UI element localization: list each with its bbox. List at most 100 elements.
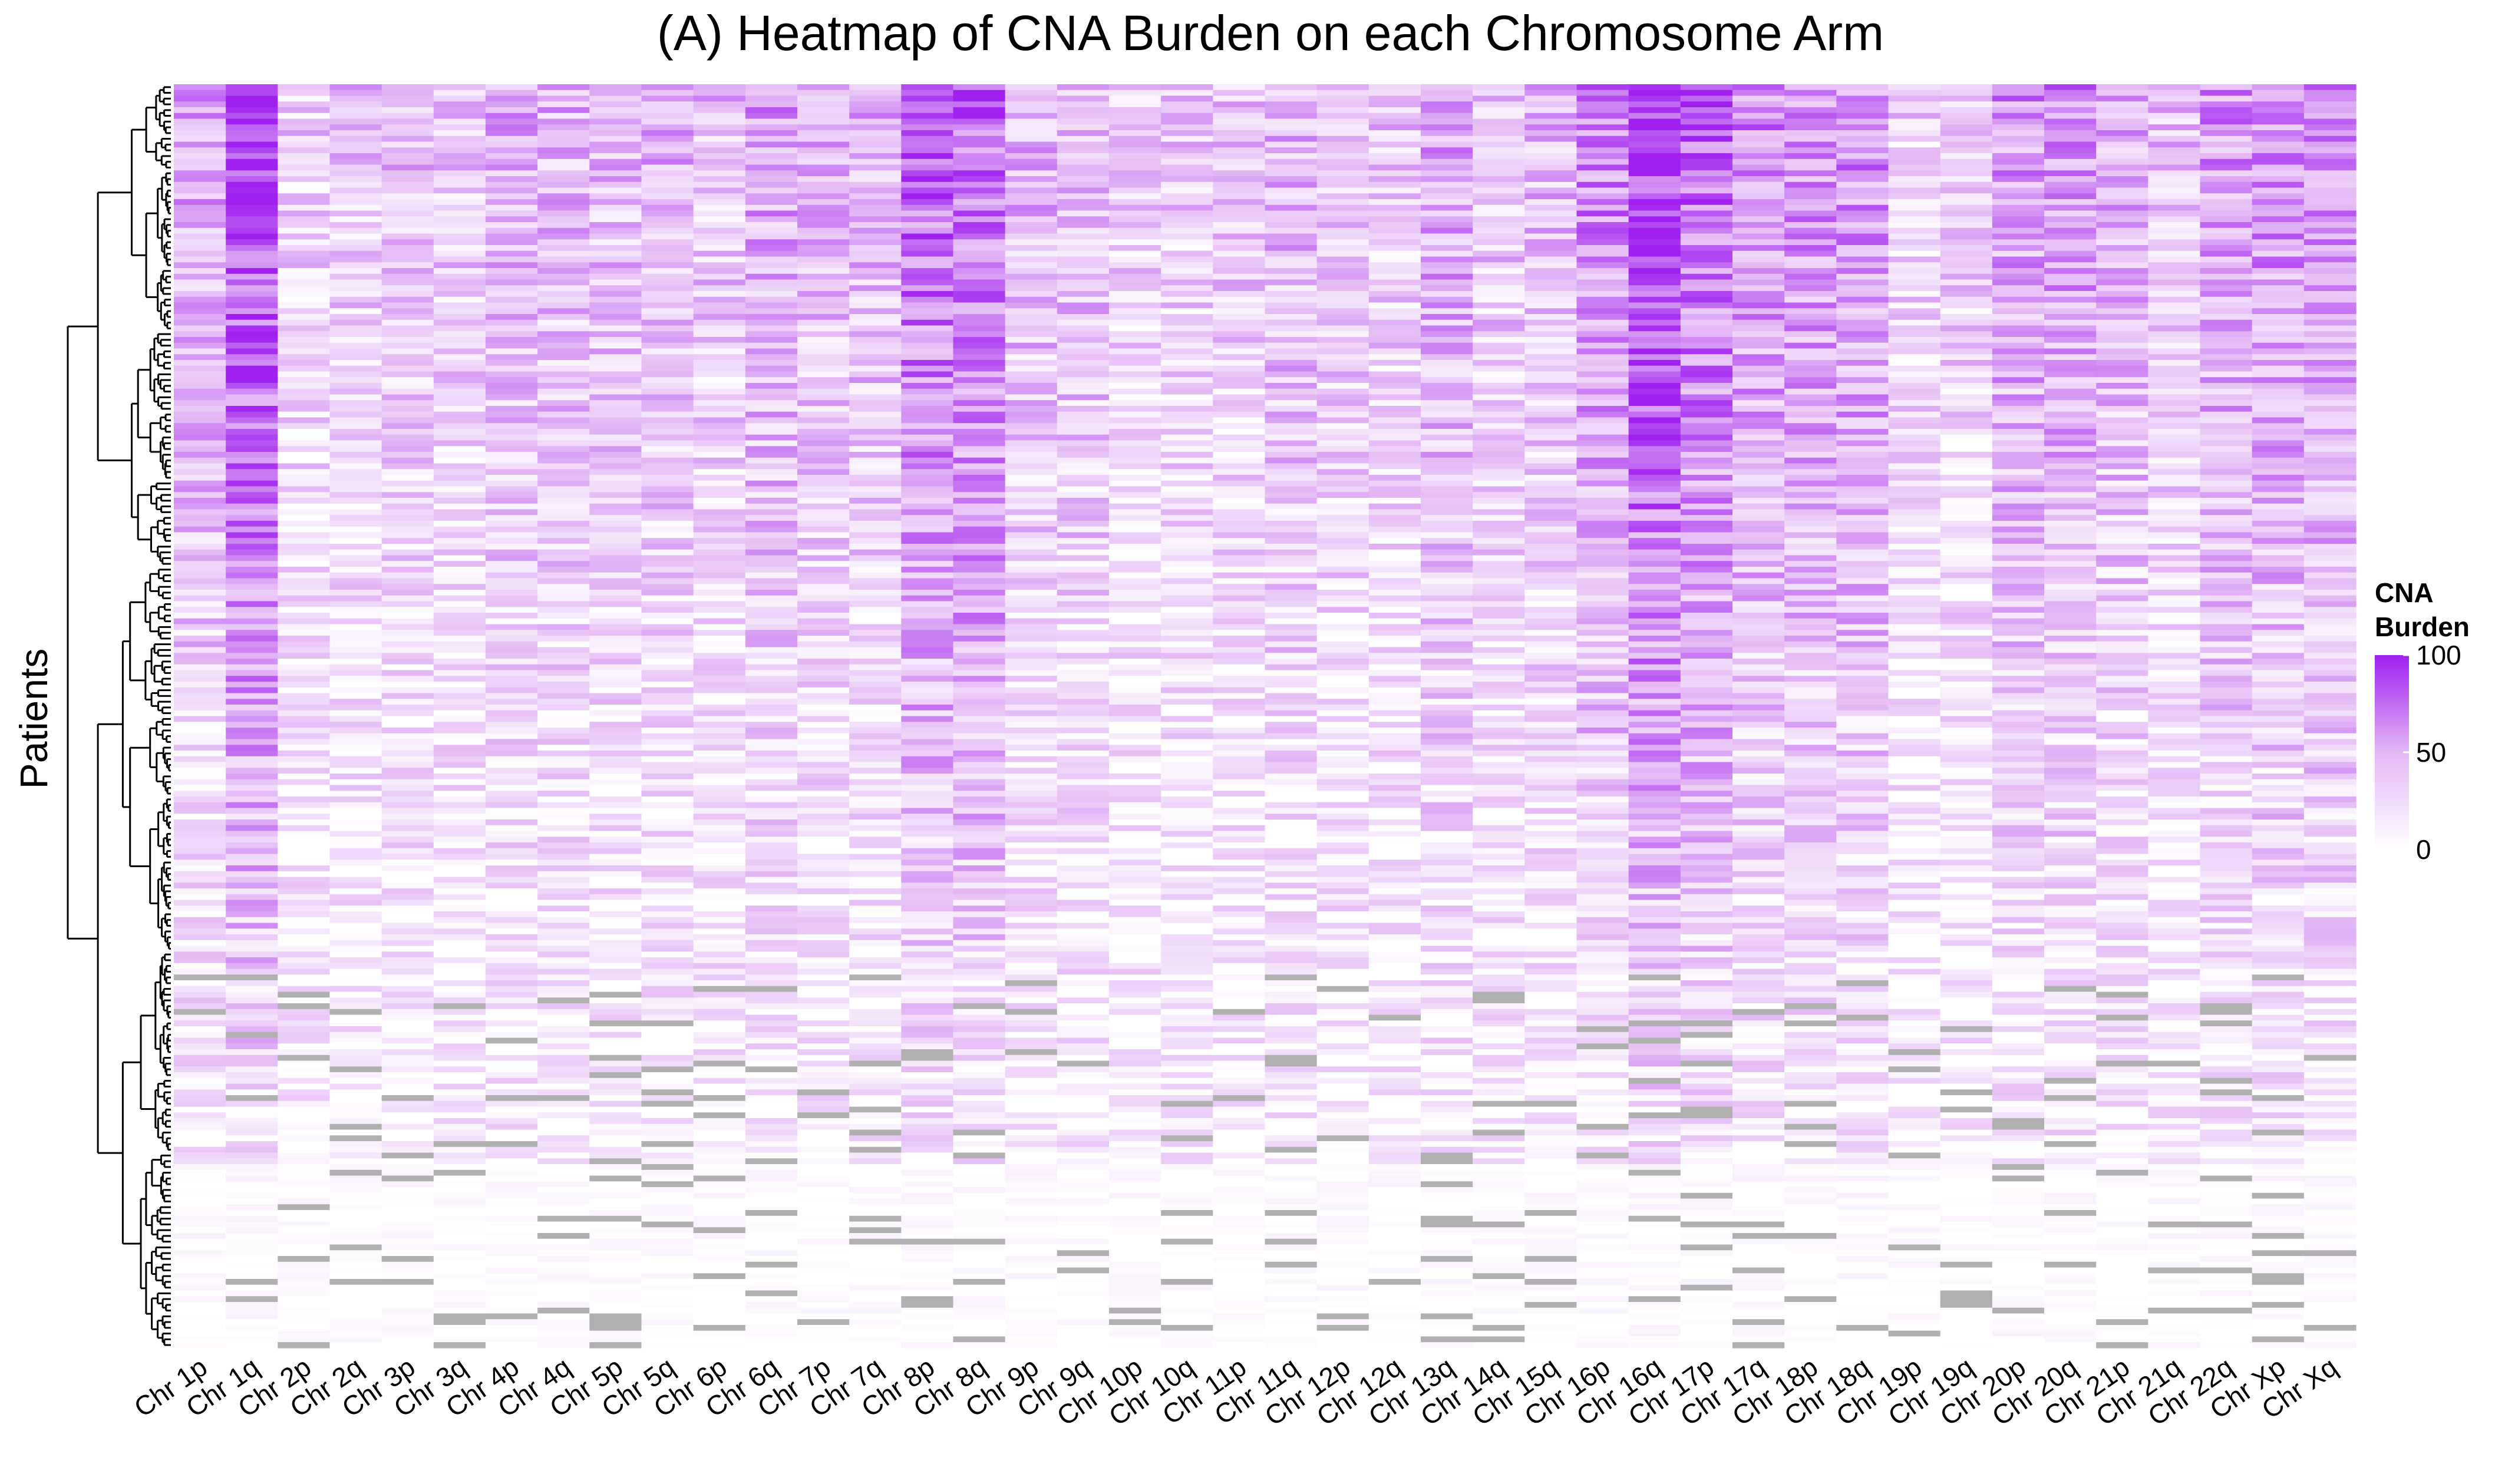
heatmap-cell [2044, 130, 2097, 137]
heatmap-cell [1836, 113, 1889, 120]
heatmap-cell [174, 302, 226, 309]
heatmap-cell [693, 475, 746, 481]
heatmap-cell [1368, 446, 1421, 452]
heatmap-cell [1473, 204, 1525, 211]
heatmap-cell [381, 572, 434, 579]
heatmap-cell [745, 595, 798, 602]
heatmap-cell [2200, 400, 2253, 406]
heatmap-cell [1524, 101, 1577, 108]
heatmap-cell [2148, 354, 2201, 361]
heatmap-cell [1057, 135, 1110, 143]
heatmap-cell [2200, 595, 2253, 602]
heatmap-cell [849, 164, 902, 171]
heatmap-cell [381, 526, 434, 533]
heatmap-cell [901, 607, 954, 613]
heatmap-cell [1888, 434, 1941, 441]
heatmap-cell [486, 302, 538, 309]
heatmap-cell [1940, 181, 1993, 189]
heatmap-cell [641, 538, 694, 544]
heatmap-cell [329, 641, 382, 648]
heatmap-cell [2044, 187, 2097, 194]
heatmap-cell [693, 423, 746, 429]
heatmap-cell [1109, 544, 1161, 550]
heatmap-cell [1421, 584, 1473, 590]
heatmap-cell [1836, 308, 1889, 315]
heatmap-cell [849, 118, 902, 125]
heatmap-cell [2252, 457, 2305, 464]
heatmap-cell [1732, 647, 1785, 653]
heatmap-cell [537, 107, 590, 114]
heatmap-cell [2044, 377, 2097, 384]
heatmap-cell [2303, 325, 2357, 332]
heatmap-cell [174, 164, 226, 171]
heatmap-cell [2252, 578, 2305, 584]
heatmap-cell [2303, 268, 2357, 275]
heatmap-cell [329, 90, 382, 97]
heatmap-cell [1732, 452, 1785, 458]
heatmap-cell [2252, 296, 2305, 303]
heatmap-cell [1888, 388, 1941, 395]
heatmap-cell [2303, 245, 2357, 252]
heatmap-cell [1057, 429, 1110, 435]
heatmap-cell [797, 636, 850, 642]
heatmap-cell [953, 325, 1006, 332]
heatmap-cell [1940, 291, 1993, 298]
heatmap-cell [641, 170, 694, 177]
heatmap-cell [1940, 118, 1993, 125]
heatmap-cell [486, 567, 538, 573]
heatmap-cell [1732, 331, 1785, 338]
heatmap-cell [953, 584, 1006, 590]
heatmap-cell [901, 158, 954, 166]
heatmap-cell [1940, 348, 1993, 355]
heatmap-cell [486, 446, 538, 452]
heatmap-cell [1524, 383, 1577, 389]
heatmap-cell [381, 498, 434, 504]
heatmap-cell [1265, 423, 1318, 429]
heatmap-cell [641, 204, 694, 211]
heatmap-cell [1836, 469, 1889, 475]
heatmap-cell [693, 216, 746, 223]
heatmap-cell [174, 90, 226, 97]
heatmap-cell [901, 141, 954, 148]
heatmap-cell [1680, 268, 1733, 275]
heatmap-cell [849, 624, 902, 630]
heatmap-cell [1628, 164, 1681, 171]
heatmap-cell [174, 337, 226, 343]
heatmap-cell [641, 595, 694, 602]
heatmap-cell [433, 239, 486, 246]
heatmap-cell [1836, 411, 1889, 418]
heatmap-cell [1940, 204, 1993, 211]
heatmap-cell [1784, 567, 1837, 573]
heatmap-cell [1576, 113, 1629, 120]
heatmap-cell [226, 348, 278, 355]
heatmap-cell [1057, 624, 1110, 630]
heatmap-cell [1213, 273, 1266, 280]
heatmap-cell [2044, 607, 2097, 613]
heatmap-cell [1836, 659, 1889, 665]
heatmap-cell [1680, 463, 1733, 470]
heatmap-cell [1992, 118, 2045, 125]
heatmap-cell [537, 181, 590, 189]
heatmap-cell [2148, 210, 2201, 217]
heatmap-cell [2096, 532, 2148, 538]
heatmap-cell [1161, 325, 1213, 332]
heatmap-cell [1473, 210, 1525, 217]
heatmap-cell [1524, 388, 1577, 395]
heatmap-cell [1784, 492, 1837, 498]
heatmap-cell [174, 262, 226, 269]
heatmap-cell [589, 124, 642, 131]
heatmap-cell [1421, 199, 1473, 206]
heatmap-cell [1109, 199, 1161, 206]
heatmap-cell [2148, 164, 2201, 171]
heatmap-cell [1888, 141, 1941, 148]
heatmap-cell [2044, 360, 2097, 366]
heatmap-cell [1473, 457, 1525, 464]
heatmap-cell [381, 348, 434, 355]
heatmap-cell [1161, 394, 1213, 401]
heatmap-cell [1005, 607, 1058, 613]
heatmap-cell [1784, 486, 1837, 493]
heatmap-cell [1940, 664, 1993, 671]
heatmap-cell [381, 452, 434, 458]
heatmap-cell [381, 549, 434, 556]
heatmap-cell [329, 624, 382, 630]
